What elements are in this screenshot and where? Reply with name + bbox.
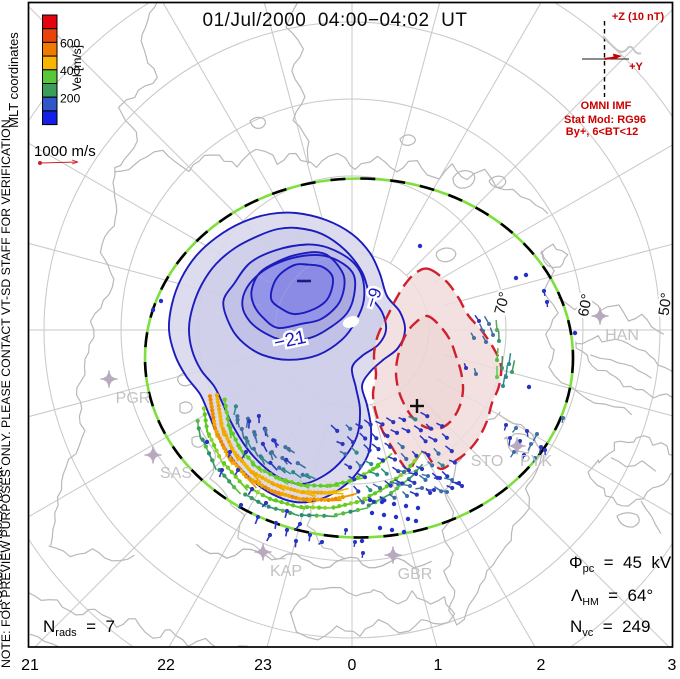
svg-text:Nrads = 7: Nrads = 7 <box>43 617 115 639</box>
svg-text:Stat Mod: RG96: Stat Mod: RG96 <box>564 114 646 126</box>
svg-text:STO: STO <box>471 453 504 470</box>
svg-text:3: 3 <box>668 657 677 674</box>
svg-text:HAN: HAN <box>605 327 639 344</box>
svg-text:By+, 6<BT<12: By+, 6<BT<12 <box>566 126 638 138</box>
svg-text:2: 2 <box>537 657 546 674</box>
svg-text:KAP: KAP <box>270 563 302 580</box>
svg-text:PGR: PGR <box>116 390 151 407</box>
svg-text:PYK: PYK <box>520 453 552 470</box>
svg-text:Vel [m/s]: Vel [m/s] <box>70 45 84 91</box>
svg-text:1000 m/s: 1000 m/s <box>34 143 96 160</box>
svg-text:GBR: GBR <box>398 566 433 583</box>
svg-text:OMNI IMF: OMNI IMF <box>581 100 632 112</box>
svg-text:200: 200 <box>60 92 81 106</box>
svg-text:+Z (10 nT): +Z (10 nT) <box>612 11 665 23</box>
svg-text:01/Jul/2000 04:00−04:02 UT: 01/Jul/2000 04:00−04:02 UT <box>203 10 468 31</box>
svg-text:1: 1 <box>434 657 443 674</box>
svg-text:FitOrder: 8, mapEX format: FitOrder: 8, mapEX format <box>0 466 5 613</box>
svg-text:Nvc = 249: Nvc = 249 <box>570 617 650 639</box>
svg-text:MLT coordinates: MLT coordinates <box>6 32 21 128</box>
svg-text:23: 23 <box>254 657 272 674</box>
svg-text:0: 0 <box>348 657 357 674</box>
svg-text:21: 21 <box>21 657 39 674</box>
svg-text:SAS: SAS <box>160 465 192 482</box>
svg-text:+Y: +Y <box>629 61 643 73</box>
svg-text:22: 22 <box>157 657 175 674</box>
